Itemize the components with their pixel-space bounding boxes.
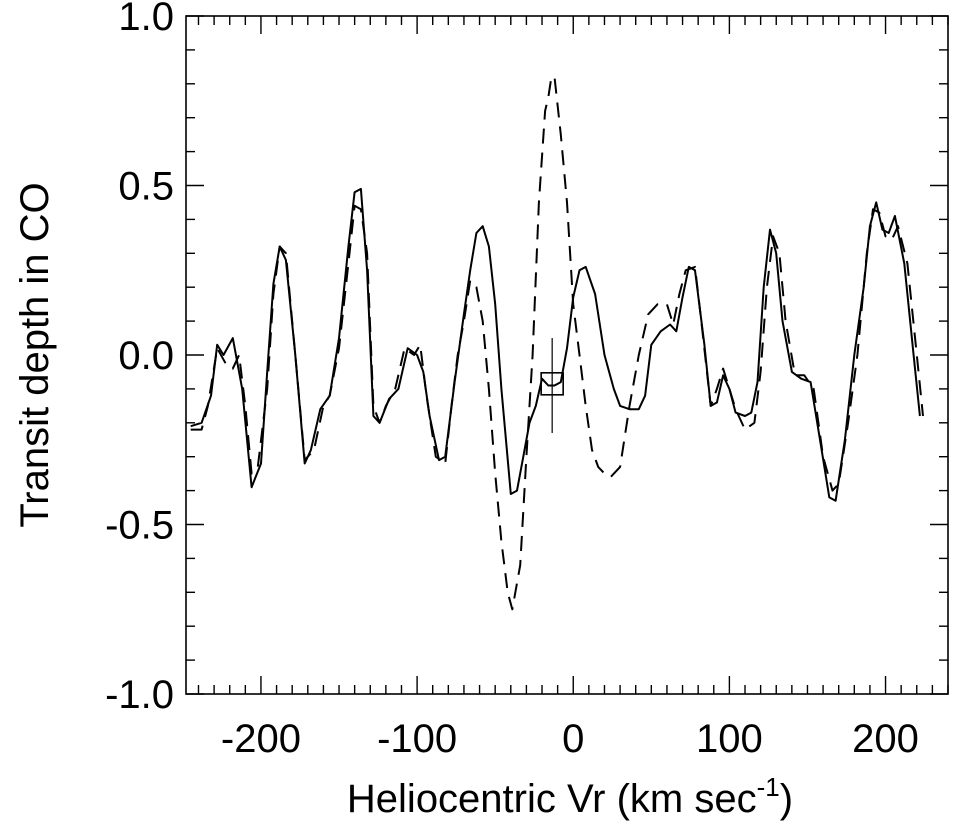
y-tick-label: -0.5 <box>105 504 174 548</box>
series-line-solid <box>190 187 921 502</box>
x-tick-label: -200 <box>221 717 301 761</box>
series-line-dashed <box>190 76 924 611</box>
y-tick-label: -1.0 <box>105 673 174 717</box>
square-marker <box>540 372 564 396</box>
axis-ticks <box>186 15 949 695</box>
y-tick-label: 0.0 <box>118 334 174 378</box>
plot-frame <box>185 15 949 695</box>
x-tick-label: -100 <box>377 717 457 761</box>
x-axis-label-main: Heliocentric Vr (km sec <box>347 777 757 821</box>
x-axis-label-exponent: -1 <box>757 772 780 802</box>
x-tick-label: 100 <box>696 717 763 761</box>
y-axis-label: Transit depth in CO <box>13 182 57 527</box>
x-axis-label: Heliocentric Vr (km sec-1) <box>347 772 793 821</box>
x-axis-label-tail: ) <box>780 777 793 821</box>
series-group <box>190 76 924 611</box>
x-tick-label: 0 <box>562 717 584 761</box>
y-tick-label: 1.0 <box>118 0 174 39</box>
y-tick-label: 0.5 <box>118 165 174 209</box>
x-tick-label: 200 <box>852 717 919 761</box>
data-marker-group <box>540 338 564 433</box>
tick-labels: -200 -100 0 100 200 1.0 0.5 0.0 -0.5 -1.0 <box>105 0 919 761</box>
